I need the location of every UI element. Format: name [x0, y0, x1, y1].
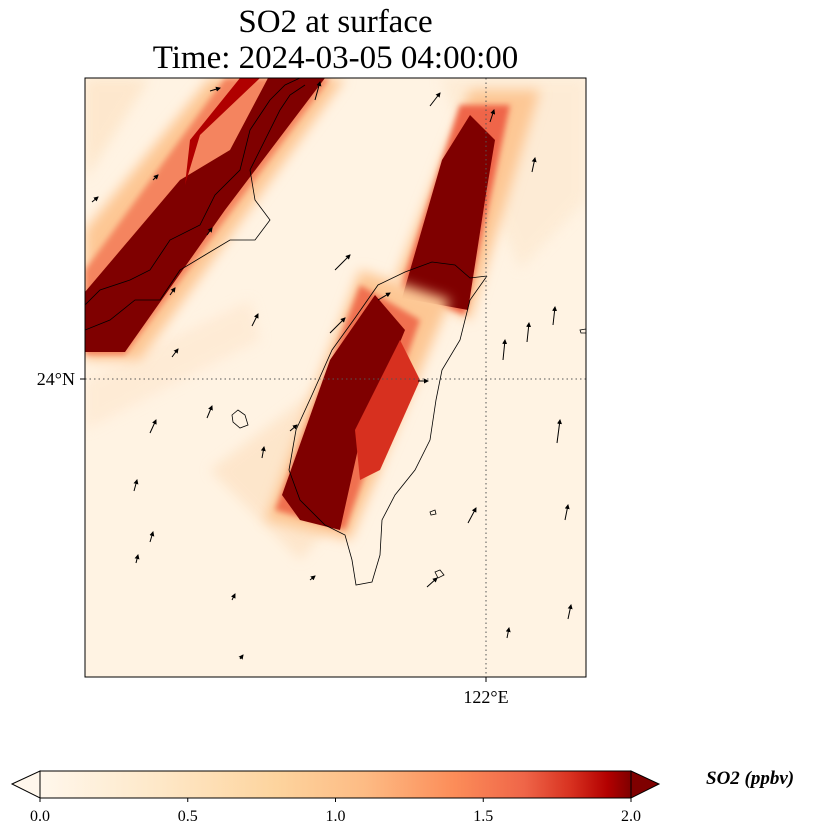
title-line-2: Time: 2024-03-05 04:00:00: [152, 40, 519, 76]
central-plume: [265, 270, 450, 540]
colorbar-tick-4: 2.0: [621, 808, 641, 825]
lon-label: 122°E: [463, 687, 508, 707]
colorbar-extend-high: [630, 770, 661, 799]
colorbar-extend-low: [10, 770, 41, 799]
colorbar-gradient: [39, 770, 632, 799]
map-area: [85, 78, 586, 677]
map-title: SO2 at surface Time: 2024-03-05 04:00:00: [85, 4, 586, 76]
colorbar-tick-2: 1.0: [326, 808, 346, 825]
colorbar-tick-1: 0.5: [178, 808, 198, 825]
wind-vectors: [91, 81, 573, 660]
colorbar: 0.0 0.5 1.0 1.5 2.0: [10, 770, 661, 825]
colorbar-tick-3: 1.5: [473, 808, 493, 825]
colorbar-tick-0: 0.0: [30, 808, 50, 825]
map-frame: [84, 77, 587, 678]
coastline: [85, 78, 586, 586]
lat-label: 24°N: [37, 369, 75, 389]
title-line-1: SO2 at surface: [238, 4, 433, 40]
colorbar-label: SO2 (ppbv): [706, 768, 795, 789]
